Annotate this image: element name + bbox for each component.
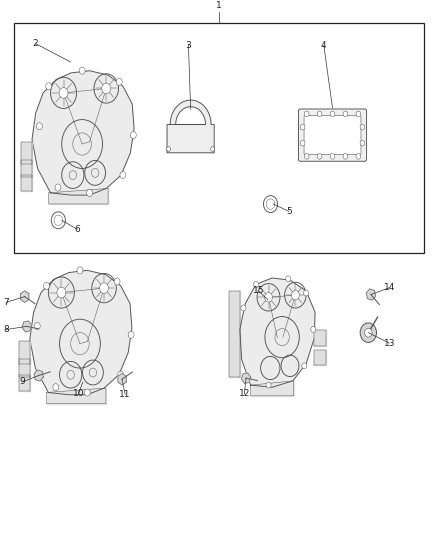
Circle shape xyxy=(59,87,68,98)
Circle shape xyxy=(300,140,305,146)
Circle shape xyxy=(364,328,372,337)
Polygon shape xyxy=(19,375,30,391)
Polygon shape xyxy=(251,381,293,396)
Text: 4: 4 xyxy=(321,41,327,50)
Text: 11: 11 xyxy=(120,390,131,399)
Circle shape xyxy=(53,384,59,391)
Polygon shape xyxy=(314,350,326,365)
Circle shape xyxy=(317,154,322,159)
Circle shape xyxy=(87,189,92,197)
Text: 1: 1 xyxy=(216,1,222,10)
Circle shape xyxy=(286,276,291,282)
Circle shape xyxy=(291,290,299,300)
Circle shape xyxy=(114,278,120,285)
Circle shape xyxy=(360,140,365,146)
Circle shape xyxy=(102,83,111,94)
Circle shape xyxy=(330,111,335,117)
Polygon shape xyxy=(22,321,32,332)
Circle shape xyxy=(265,293,272,302)
Text: 6: 6 xyxy=(74,225,80,233)
Circle shape xyxy=(77,267,83,274)
Circle shape xyxy=(43,282,49,289)
Circle shape xyxy=(356,111,361,117)
Polygon shape xyxy=(32,71,134,195)
Polygon shape xyxy=(241,373,251,383)
Text: 7: 7 xyxy=(3,298,9,307)
Polygon shape xyxy=(314,330,326,346)
Circle shape xyxy=(79,67,85,74)
Circle shape xyxy=(241,305,246,311)
Circle shape xyxy=(311,326,316,333)
Text: 9: 9 xyxy=(20,377,25,386)
Circle shape xyxy=(360,124,365,130)
Polygon shape xyxy=(19,342,30,364)
Circle shape xyxy=(304,290,309,296)
Circle shape xyxy=(211,147,215,151)
Circle shape xyxy=(34,322,40,329)
Circle shape xyxy=(302,363,307,369)
Circle shape xyxy=(99,283,109,294)
Circle shape xyxy=(116,78,122,85)
Circle shape xyxy=(304,111,309,117)
Polygon shape xyxy=(167,100,214,153)
Polygon shape xyxy=(366,289,376,300)
Text: 5: 5 xyxy=(286,207,292,216)
Polygon shape xyxy=(49,189,108,204)
Circle shape xyxy=(343,154,348,159)
Polygon shape xyxy=(21,175,32,191)
Circle shape xyxy=(166,147,170,151)
Circle shape xyxy=(300,124,305,130)
Circle shape xyxy=(266,382,271,388)
Polygon shape xyxy=(118,374,126,385)
Text: 12: 12 xyxy=(239,389,250,398)
Circle shape xyxy=(330,154,335,159)
Text: 13: 13 xyxy=(384,338,395,348)
Polygon shape xyxy=(34,370,43,381)
Circle shape xyxy=(254,281,258,287)
Circle shape xyxy=(343,111,348,117)
Circle shape xyxy=(131,132,136,139)
Text: 15: 15 xyxy=(253,286,264,295)
Circle shape xyxy=(317,111,322,117)
Polygon shape xyxy=(21,159,32,177)
Text: 3: 3 xyxy=(186,41,191,50)
Polygon shape xyxy=(21,291,29,302)
Polygon shape xyxy=(240,278,315,387)
Circle shape xyxy=(304,154,309,159)
Text: 8: 8 xyxy=(3,325,9,334)
Polygon shape xyxy=(19,359,30,377)
Circle shape xyxy=(118,371,124,378)
Circle shape xyxy=(46,83,52,90)
Polygon shape xyxy=(30,270,132,395)
Circle shape xyxy=(356,154,361,159)
Circle shape xyxy=(57,287,66,298)
Circle shape xyxy=(85,389,90,396)
Polygon shape xyxy=(229,291,240,377)
Circle shape xyxy=(360,323,377,342)
FancyBboxPatch shape xyxy=(304,116,361,155)
FancyBboxPatch shape xyxy=(298,109,367,161)
Circle shape xyxy=(36,123,42,130)
Text: 14: 14 xyxy=(384,283,395,292)
Circle shape xyxy=(128,331,134,338)
Bar xyxy=(14,23,424,253)
Text: 10: 10 xyxy=(73,389,84,398)
Text: 2: 2 xyxy=(33,39,39,48)
Polygon shape xyxy=(21,142,32,164)
Polygon shape xyxy=(46,388,106,403)
Circle shape xyxy=(55,184,61,191)
Circle shape xyxy=(120,172,126,179)
